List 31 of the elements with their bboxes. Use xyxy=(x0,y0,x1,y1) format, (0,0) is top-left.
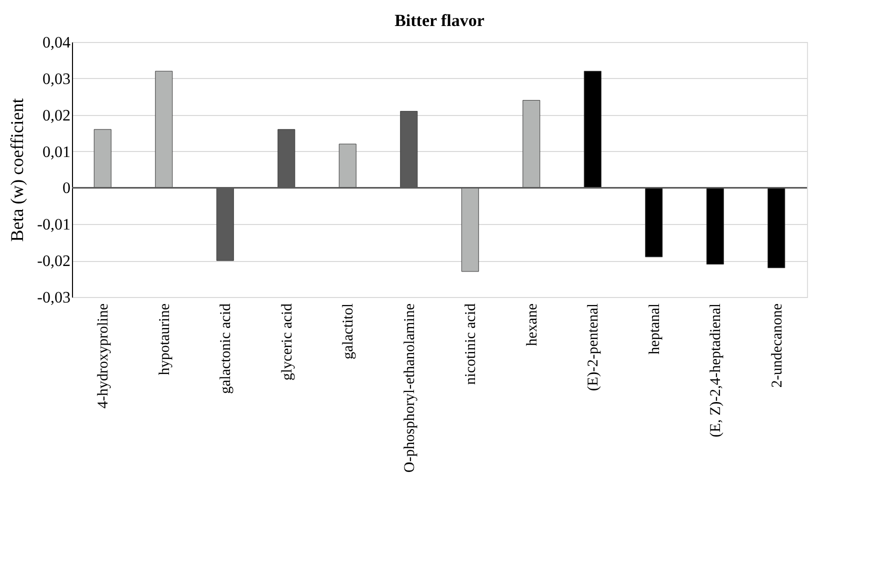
x-tick-label: (E, Z)-2,4-heptadienal xyxy=(708,304,724,438)
bar xyxy=(645,187,663,258)
chart-title: Bitter flavor xyxy=(394,11,485,30)
x-tick-label: galactitol xyxy=(340,304,357,360)
bar xyxy=(768,187,786,268)
y-tick-label: -0,01 xyxy=(37,216,70,234)
y-tick-label: 0,02 xyxy=(42,107,70,124)
x-tick-label: (E)-2-pentenal xyxy=(586,304,602,391)
bar xyxy=(155,70,173,188)
y-tick-label: 0,03 xyxy=(42,70,70,88)
bar xyxy=(584,70,602,188)
x-tick-label: hypotaurine xyxy=(156,303,173,376)
bar xyxy=(522,100,540,188)
x-tick-label: nicotinic acid xyxy=(463,303,480,385)
y-tick-label: 0,04 xyxy=(42,34,70,52)
bar xyxy=(338,144,356,188)
x-tick-label: O-phosphoryl-ethanolamine xyxy=(402,303,418,473)
x-tick-label: 4-hydroxyproline xyxy=(96,303,112,408)
x-tick-label: heptanal xyxy=(646,304,663,354)
x-tick-label: galactonic acid xyxy=(218,303,234,394)
y-tick-label: -0,02 xyxy=(37,253,70,270)
bar xyxy=(461,187,479,272)
y-tick-label: -0,03 xyxy=(37,290,70,306)
x-tick-label: glyceric acid xyxy=(279,303,296,381)
y-tick-label: 0,01 xyxy=(42,144,70,161)
y-axis-title: Beta (w) coefficient xyxy=(7,98,28,242)
bar xyxy=(94,129,112,188)
bar xyxy=(706,187,724,264)
y-tick-label: 0 xyxy=(62,180,70,198)
x-tick-label: 2-undecanone xyxy=(769,303,786,388)
x-tick-label: hexane xyxy=(524,303,540,346)
